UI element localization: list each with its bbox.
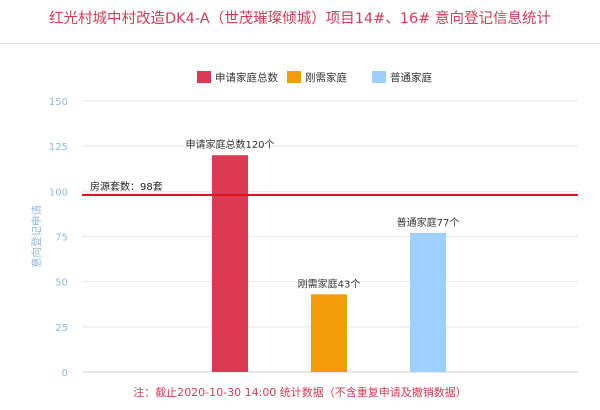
chart-footnote: 注：截止2020-10-30 14:00 统计数据（不含重复申请及撤销数据） — [133, 386, 467, 399]
bar-data-label: 刚需家庭43个 — [298, 277, 361, 290]
bar-data-label: 申请家庭总数120个 — [185, 138, 274, 151]
y-tick-label: 25 — [55, 323, 68, 334]
y-axis-title: 意向登记申请 — [30, 205, 43, 268]
y-tick-label: 125 — [49, 142, 68, 153]
legend-label: 刚需家庭 — [305, 71, 347, 84]
bar — [311, 294, 347, 372]
y-tick-label: 100 — [49, 187, 68, 198]
bar — [212, 155, 248, 372]
legend-swatch — [287, 71, 301, 83]
bar-data-label: 普通家庭77个 — [397, 216, 460, 229]
y-tick-label: 50 — [55, 278, 68, 289]
y-tick-label: 75 — [55, 233, 68, 244]
y-tick-label: 150 — [49, 97, 68, 108]
title-divider — [0, 43, 600, 44]
legend-swatch — [197, 71, 211, 83]
legend-label: 普通家庭 — [390, 71, 432, 84]
legend-swatch — [372, 71, 386, 83]
bar — [410, 232, 446, 372]
legend-label: 申请家庭总数 — [215, 71, 278, 84]
reference-line-label: 房源套数：98套 — [90, 180, 163, 193]
y-tick-label: 0 — [62, 368, 68, 379]
chart-title: 红光村城中村改造DK4-A（世茂璀璨倾城）项目14#、16# 意向登记信息统计 — [48, 11, 552, 27]
